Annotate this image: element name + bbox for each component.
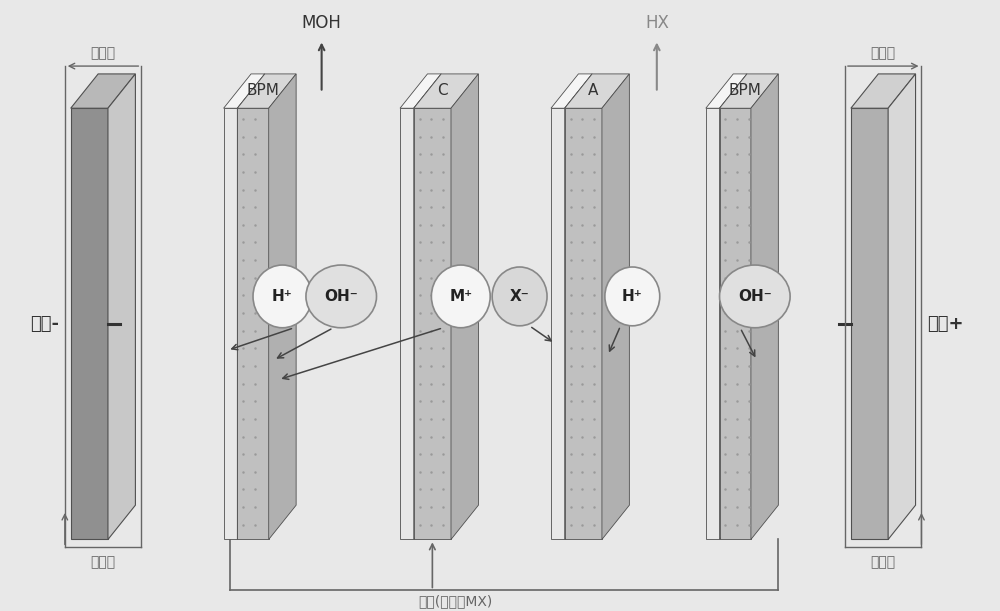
Text: A: A (588, 84, 598, 98)
Text: 电极液: 电极液 (871, 555, 896, 569)
Ellipse shape (492, 267, 547, 326)
Polygon shape (565, 74, 592, 540)
Text: BPM: BPM (246, 84, 279, 98)
Ellipse shape (253, 265, 312, 327)
Ellipse shape (720, 265, 790, 327)
Text: OH⁻: OH⁻ (738, 289, 772, 304)
Polygon shape (108, 74, 135, 540)
Text: 阴极-: 阴极- (30, 315, 59, 333)
Text: 电极液: 电极液 (90, 46, 116, 60)
Polygon shape (269, 74, 296, 540)
Polygon shape (414, 74, 478, 108)
Polygon shape (888, 74, 916, 540)
Ellipse shape (605, 267, 660, 326)
Text: M⁺: M⁺ (449, 289, 472, 304)
Polygon shape (851, 108, 888, 540)
Text: C: C (437, 84, 447, 98)
Text: OH⁻: OH⁻ (324, 289, 358, 304)
Polygon shape (414, 74, 441, 540)
Polygon shape (237, 74, 265, 540)
Polygon shape (71, 108, 108, 540)
Polygon shape (720, 74, 778, 108)
Polygon shape (720, 74, 747, 540)
Ellipse shape (306, 265, 377, 327)
Text: X⁻: X⁻ (510, 289, 529, 304)
Text: 料液(盐溶液MX): 料液(盐溶液MX) (419, 595, 493, 609)
Polygon shape (602, 74, 629, 540)
Polygon shape (565, 74, 629, 108)
Polygon shape (237, 74, 296, 108)
Polygon shape (400, 74, 441, 108)
Text: H⁺: H⁺ (622, 289, 643, 304)
Text: 电极液: 电极液 (90, 555, 116, 569)
Polygon shape (224, 108, 237, 540)
Text: HX: HX (645, 14, 669, 32)
Polygon shape (414, 108, 451, 540)
Text: 电极液: 电极液 (871, 46, 896, 60)
Ellipse shape (431, 265, 490, 327)
Text: MOH: MOH (302, 14, 342, 32)
Polygon shape (224, 74, 265, 108)
Polygon shape (565, 108, 602, 540)
Polygon shape (551, 74, 592, 108)
Text: BPM: BPM (729, 84, 761, 98)
Polygon shape (851, 74, 916, 108)
Polygon shape (751, 74, 778, 540)
Polygon shape (720, 108, 751, 540)
Polygon shape (237, 108, 269, 540)
Polygon shape (71, 74, 135, 108)
Polygon shape (551, 108, 565, 540)
Polygon shape (451, 74, 478, 540)
Polygon shape (400, 108, 414, 540)
Text: 阳极+: 阳极+ (927, 315, 964, 333)
Text: H⁺: H⁺ (272, 289, 293, 304)
Polygon shape (706, 74, 747, 108)
Polygon shape (706, 108, 720, 540)
